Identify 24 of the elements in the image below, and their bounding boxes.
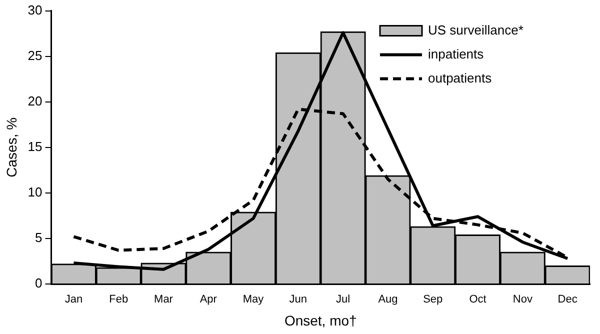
y-tick-label: 10 [28,184,42,200]
x-tick-label: Sep [423,294,443,306]
x-tick-label: Jul [336,294,350,306]
y-tick-label: 15 [28,138,42,154]
x-tick-label: Jun [289,294,308,306]
x-tick-label: Jan [64,294,83,306]
y-axis-title: Cases, % [3,117,20,178]
y-tick-label: 0 [35,276,42,291]
x-tick-label: May [242,294,264,306]
y-tick-label: 20 [28,93,42,108]
y-tick-label: 25 [28,48,42,63]
x-tick-label: Nov [512,294,533,306]
legend-label: inpatients [428,46,484,62]
x-tick-label: Feb [109,294,128,306]
x-axis-title: Onset, mo† [284,312,357,328]
y-tick-label: 30 [28,2,42,18]
legend-label: outpatients [428,70,492,86]
y-tick-label: 5 [35,230,42,246]
x-tick-label: Aug [378,294,398,306]
x-tick-label: Oct [469,294,486,306]
legend-label: US surveillance* [428,22,524,38]
x-tick-label: Mar [154,294,174,306]
x-tick-label: Apr [200,294,218,306]
x-tick-label: Dec [558,294,578,306]
